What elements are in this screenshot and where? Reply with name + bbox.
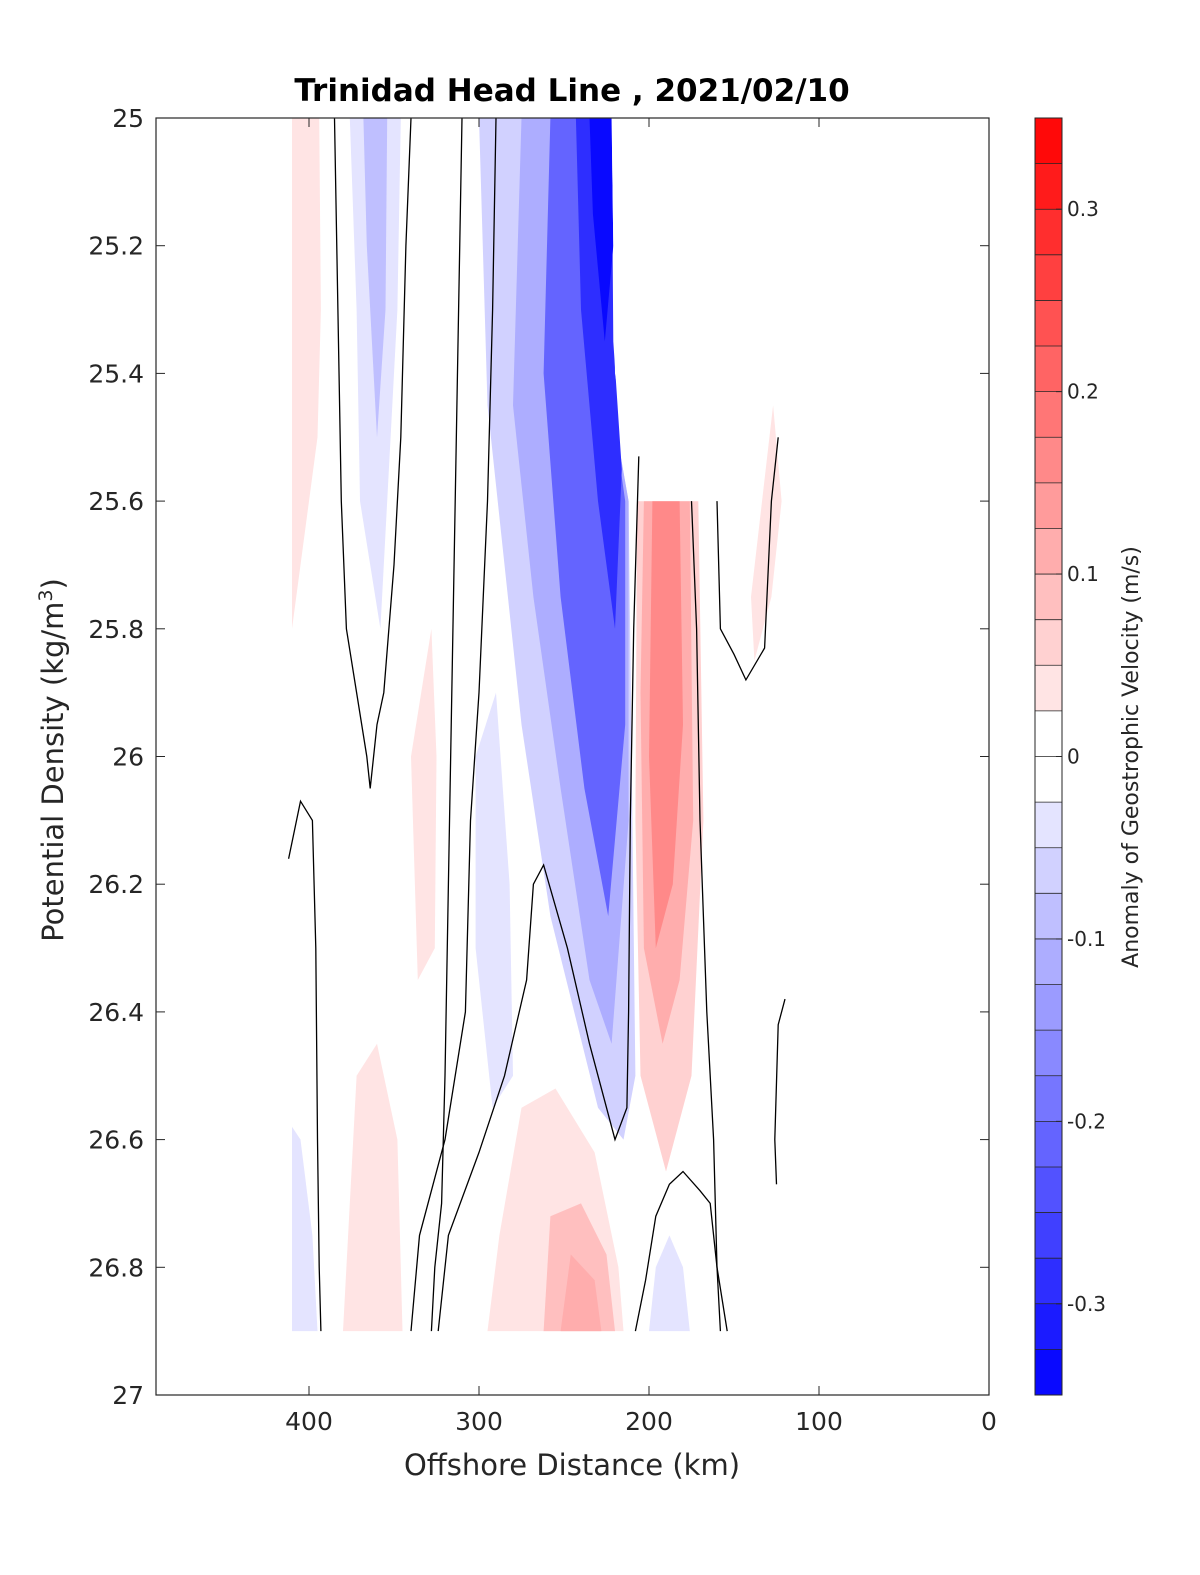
colorbar-level-23 bbox=[1035, 1166, 1062, 1214]
colorbar-level-0 bbox=[1035, 118, 1062, 165]
colorbar-level-13 bbox=[1035, 710, 1062, 757]
colorbar-level-5 bbox=[1035, 346, 1062, 393]
filled-region-14 bbox=[343, 1043, 403, 1332]
y-tick-label-4: 25.8 bbox=[88, 615, 144, 644]
y-axis-label-superscript: 3 bbox=[35, 589, 57, 601]
colorbar-tick-label-4: -0.1 bbox=[1067, 927, 1106, 951]
x-axis-ticks: 400 300 200 100 0 bbox=[285, 118, 997, 1436]
y-tick-label-8: 26.6 bbox=[88, 1126, 144, 1155]
colorbar-level-20 bbox=[1035, 1030, 1062, 1077]
colorbar-level-9 bbox=[1035, 528, 1062, 575]
filled-region-13 bbox=[411, 628, 437, 980]
colorbar-level-10 bbox=[1035, 574, 1062, 621]
zero-contour-5 bbox=[634, 1170, 722, 1332]
y-tick-label-3: 25.6 bbox=[88, 487, 144, 516]
colorbar-level-17 bbox=[1035, 893, 1062, 940]
zero-contour-0 bbox=[333, 118, 412, 789]
colorbar-tick-label-1: 0.2 bbox=[1067, 380, 1099, 404]
filled-region-2 bbox=[363, 118, 388, 438]
colorbar-level-26 bbox=[1035, 1303, 1062, 1350]
filled-region-12 bbox=[751, 405, 782, 661]
colorbar-level-4 bbox=[1035, 300, 1062, 347]
filled-region-17 bbox=[560, 1254, 602, 1332]
y-axis-label: Potential Density (kg/m3) bbox=[35, 578, 70, 942]
colorbar-level-14 bbox=[1035, 756, 1062, 803]
zero-contour-6 bbox=[716, 437, 779, 682]
colorbar-tick-label-0: 0.3 bbox=[1067, 197, 1099, 221]
colorbar-ticks: 0.3 0.2 0.1 0 -0.1 -0.2 -0.3 bbox=[1056, 197, 1106, 1316]
colorbar-level-1 bbox=[1035, 163, 1062, 210]
y-tick-label-2: 25.4 bbox=[88, 359, 144, 388]
y-tick-label-0: 25 bbox=[112, 104, 144, 133]
y-tick-label-9: 26.8 bbox=[88, 1253, 144, 1282]
colorbar-level-3 bbox=[1035, 254, 1062, 301]
x-tick-label-1: 300 bbox=[455, 1407, 503, 1436]
colorbar-level-21 bbox=[1035, 1075, 1062, 1122]
y-tick-label-6: 26.2 bbox=[88, 870, 144, 899]
x-tick-label-2: 200 bbox=[625, 1407, 673, 1436]
colorbar-tick-label-3: 0 bbox=[1067, 745, 1080, 769]
y-axis-label-close: ) bbox=[36, 578, 70, 589]
zero-contour-lines bbox=[287, 118, 786, 1332]
y-tick-label-5: 26 bbox=[112, 743, 144, 772]
x-axis-label: Offshore Distance (km) bbox=[404, 1448, 740, 1482]
y-tick-label-10: 27 bbox=[112, 1381, 144, 1410]
colorbar-level-25 bbox=[1035, 1258, 1062, 1305]
zero-contour-8 bbox=[774, 998, 786, 1185]
zero-contour-2 bbox=[410, 118, 497, 1332]
colorbar-label: Anomaly of Geostrophic Velocity (m/s) bbox=[1119, 546, 1144, 968]
zero-contour-1 bbox=[430, 118, 463, 1332]
masked-region-0 bbox=[611, 118, 717, 502]
filled-contours bbox=[292, 118, 782, 1332]
filled-region-18 bbox=[292, 1126, 318, 1332]
colorbar-level-15 bbox=[1035, 802, 1062, 849]
colorbar-level-7 bbox=[1035, 437, 1062, 484]
colorbar-level-16 bbox=[1035, 847, 1062, 894]
x-tick-label-3: 100 bbox=[795, 1407, 843, 1436]
zero-contour-3 bbox=[437, 456, 640, 1332]
y-tick-label-7: 26.4 bbox=[88, 998, 144, 1027]
colorbar-level-18 bbox=[1035, 938, 1062, 986]
colorbar-level-27 bbox=[1035, 1349, 1062, 1396]
y-axis-label-main: Potential Density (kg/m bbox=[36, 602, 70, 942]
zero-contour-7 bbox=[287, 799, 322, 1332]
x-tick-label-4: 0 bbox=[981, 1407, 997, 1436]
filled-region-19 bbox=[649, 1235, 690, 1332]
colorbar-tick-label-2: 0.1 bbox=[1067, 562, 1099, 586]
y-tick-label-1: 25.2 bbox=[88, 232, 144, 261]
colorbar-level-22 bbox=[1035, 1121, 1062, 1168]
filled-region-0 bbox=[292, 118, 321, 629]
colorbar-level-2 bbox=[1035, 209, 1062, 256]
colorbar bbox=[1035, 118, 1062, 1396]
colorbar-level-6 bbox=[1035, 391, 1062, 438]
colorbar-level-8 bbox=[1035, 482, 1062, 529]
colorbar-level-11 bbox=[1035, 619, 1062, 666]
x-tick-label-0: 400 bbox=[285, 1407, 333, 1436]
colorbar-level-12 bbox=[1035, 665, 1062, 712]
filled-region-8 bbox=[475, 692, 513, 1108]
colorbar-level-24 bbox=[1035, 1212, 1062, 1259]
filled-region-11 bbox=[649, 501, 683, 949]
colorbar-tick-label-6: -0.3 bbox=[1067, 1292, 1106, 1316]
y-axis-ticks: 25 25.2 25.4 25.6 25.8 26 26.2 26.4 26.6 26.8 27 bbox=[88, 104, 989, 1410]
chart-title: Trinidad Head Line , 2021/02/10 bbox=[294, 73, 849, 109]
colorbar-level-19 bbox=[1035, 984, 1062, 1031]
filled-region-7 bbox=[589, 118, 614, 342]
colorbar-tick-label-5: -0.2 bbox=[1067, 1109, 1106, 1133]
